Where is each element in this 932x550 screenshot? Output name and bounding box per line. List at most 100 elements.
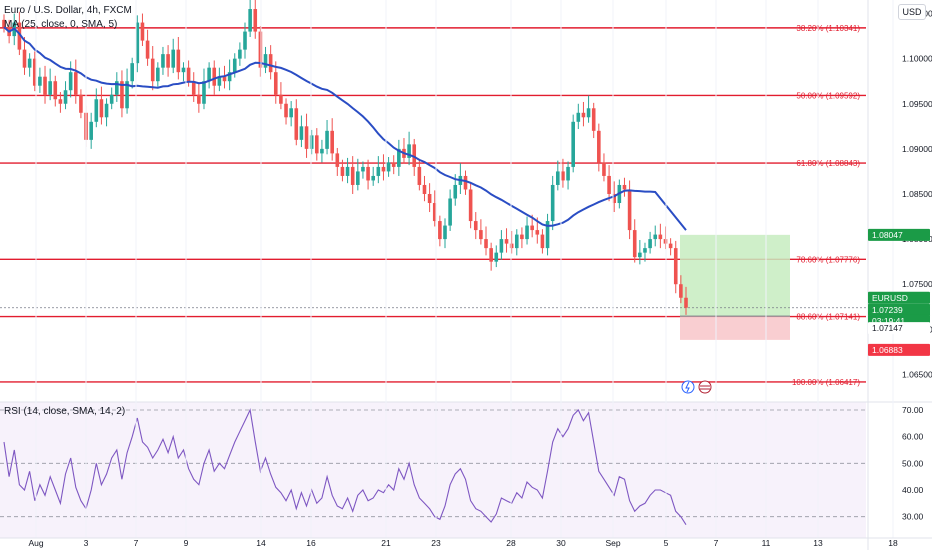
candle-body xyxy=(632,230,637,258)
candle-body xyxy=(391,162,396,167)
price-tick-label: 1.07500 xyxy=(902,279,932,289)
candle-body xyxy=(350,166,355,185)
candle-body xyxy=(361,166,365,172)
candle-body xyxy=(643,248,647,253)
candle-body xyxy=(22,49,27,68)
candle-body xyxy=(530,225,534,231)
rsi-tick-label: 50.00 xyxy=(902,458,924,468)
currency-selector[interactable]: USD xyxy=(898,4,926,20)
symbol-tag: EURUSD xyxy=(868,291,930,304)
candle-body xyxy=(63,90,68,104)
price-tag-box xyxy=(868,228,930,241)
candle-body xyxy=(525,225,529,240)
rsi-indicator-legend[interactable]: RSI (14, close, SMA, 14, 2) xyxy=(4,406,126,417)
candle-body xyxy=(197,94,201,104)
candle-body xyxy=(238,49,242,59)
price-tag-text: 03:19:41 xyxy=(872,316,905,326)
economic-event-icons xyxy=(681,380,712,394)
candle-body xyxy=(443,225,447,240)
candle-body xyxy=(668,243,673,249)
entry-price-tag: 1.07147 xyxy=(868,322,930,335)
fib-level-label: 88.60% (1.07141) xyxy=(796,313,860,322)
candle-body xyxy=(227,72,232,82)
time-tick-label: 23 xyxy=(431,538,441,548)
price-tag-box xyxy=(868,291,930,304)
candle-body xyxy=(663,239,668,244)
fib-level-label: 50.00% (1.09592) xyxy=(796,91,860,100)
fib-level-label: 78.60% (1.07776) xyxy=(796,255,860,264)
candle-body xyxy=(627,189,632,231)
rsi-panel xyxy=(0,401,932,538)
candle-body xyxy=(202,81,206,104)
ma-indicator-legend[interactable]: MA (25, close, 0, SMA, 5) xyxy=(4,19,118,30)
candle-body xyxy=(94,99,99,122)
time-tick-label: 5 xyxy=(664,538,669,548)
candle-body xyxy=(356,171,360,185)
candle-body xyxy=(484,239,488,249)
candle-body xyxy=(638,252,642,258)
candle-body xyxy=(109,94,114,104)
candle-body xyxy=(340,166,345,176)
candle-body xyxy=(181,67,186,73)
price-tick-label: 1.10000 xyxy=(902,54,932,64)
price-tick-label: 1.08500 xyxy=(902,189,932,199)
candle-body xyxy=(586,108,591,118)
candle-body xyxy=(120,81,124,109)
candle-body xyxy=(156,67,160,82)
price-tag-box xyxy=(868,343,930,356)
price-tag-box xyxy=(868,303,930,316)
candle-body xyxy=(232,58,237,73)
candle-body xyxy=(222,76,227,82)
candle-body xyxy=(535,230,540,235)
fib-level-label: 100.00% (1.06417) xyxy=(792,378,860,387)
candle-body xyxy=(684,297,688,308)
candle-body xyxy=(161,54,165,68)
candle-body xyxy=(545,221,550,249)
candle-body xyxy=(576,112,581,122)
candle-body xyxy=(386,162,391,172)
candle-body xyxy=(125,81,129,109)
candle-body xyxy=(432,203,437,222)
candle-body xyxy=(79,94,83,113)
time-tick-label: 3 xyxy=(84,538,89,548)
candle-body xyxy=(679,284,683,298)
price-tag-text: 1.07239 xyxy=(872,305,903,315)
candle-body xyxy=(314,135,319,154)
ma25-line xyxy=(3,26,687,231)
time-tick-label: 9 xyxy=(184,538,189,548)
fib-level-label: 61.80% (1.08843) xyxy=(796,159,860,168)
candle-body xyxy=(335,153,340,167)
candle-body xyxy=(371,175,376,181)
candle-body xyxy=(299,126,304,140)
candle-body xyxy=(438,221,442,240)
stop-price-tag: 1.06883 xyxy=(868,343,930,356)
candle-body xyxy=(99,99,104,118)
candle-body xyxy=(504,239,509,244)
candle-body xyxy=(673,248,678,285)
time-tick-label: 14 xyxy=(256,538,266,548)
candle-body xyxy=(289,108,293,118)
candle-body xyxy=(145,40,150,59)
candle-body xyxy=(166,54,170,68)
candle-body xyxy=(130,63,134,82)
price-tag-text: 1.07147 xyxy=(872,323,903,333)
candle-body xyxy=(176,49,181,73)
candle-body xyxy=(284,103,288,118)
price-tag-box xyxy=(868,322,930,335)
candle-body xyxy=(263,54,268,68)
price-tag-text: EURUSD xyxy=(872,293,908,303)
time-tick-label: Sep xyxy=(605,538,620,548)
long-position-tool[interactable] xyxy=(0,234,866,340)
candle-body xyxy=(27,58,32,68)
candle-body xyxy=(68,72,73,91)
moving-average-series xyxy=(3,26,687,231)
candle-body xyxy=(32,58,37,86)
candle-body xyxy=(330,130,334,154)
candle-body xyxy=(207,67,211,82)
time-tick-label: 30 xyxy=(556,538,566,548)
last-price-tag: 1.07239 xyxy=(868,303,930,316)
candle-body xyxy=(191,81,196,95)
candle-body xyxy=(253,9,258,32)
candle-body xyxy=(309,135,314,149)
